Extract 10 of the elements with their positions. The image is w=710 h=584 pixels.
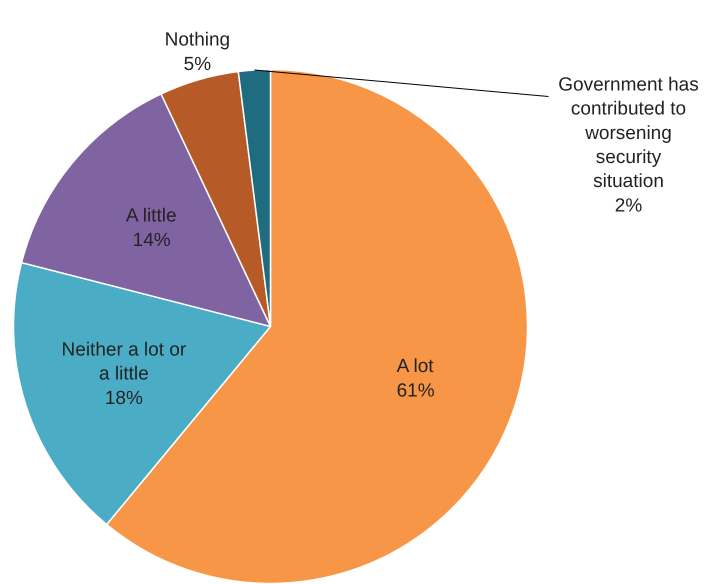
slice-label: A lot bbox=[396, 356, 434, 378]
slice-label: Neither a lot or a little bbox=[62, 340, 187, 385]
data-label: 2% bbox=[614, 195, 642, 216]
slice-label: Nothing bbox=[164, 30, 230, 51]
slice-label: Government has contributed to worsening security situation bbox=[558, 74, 699, 192]
data-label: 14% bbox=[132, 230, 171, 251]
data-label: 61% bbox=[396, 380, 435, 402]
slice-label: A little bbox=[126, 206, 177, 227]
data-label: 18% bbox=[104, 388, 143, 409]
data-label: 5% bbox=[184, 54, 212, 75]
